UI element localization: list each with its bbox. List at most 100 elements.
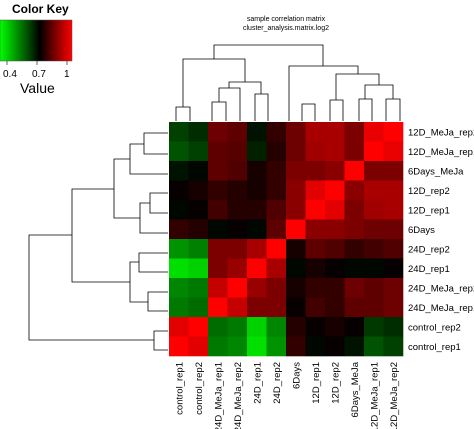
color-key-tick-label: 1 [64, 69, 70, 80]
row-label: 12D_MeJa_rep2 [408, 127, 474, 138]
heatmap-cell [344, 297, 365, 318]
chart-subtitle: cluster_analysis.matrix.log2 [243, 25, 329, 32]
heatmap-cell [344, 317, 365, 337]
heatmap-cell [208, 161, 228, 181]
heatmap-cell [344, 200, 365, 220]
heatmap-cell [383, 258, 404, 279]
heatmap-cell [247, 200, 267, 220]
heatmap-cell [208, 239, 228, 259]
column-label: 24D_rep2 [272, 362, 283, 404]
heatmap-cell [266, 278, 287, 298]
heatmap-cell [383, 122, 404, 142]
heatmap-cell [364, 258, 384, 279]
heatmap-cell [247, 219, 267, 240]
column-label: 24D_rep1 [252, 362, 263, 404]
heatmap-cell [325, 161, 345, 181]
column-label: control_rep2 [194, 362, 205, 415]
heatmap-cell [383, 317, 404, 337]
heatmap-cell [325, 317, 345, 337]
heatmap-cell [325, 141, 345, 162]
heatmap-cell [344, 219, 365, 240]
heatmap-cell [325, 180, 345, 201]
heatmap-cell [305, 317, 326, 337]
heatmap-cell [305, 278, 326, 298]
heatmap-cell [266, 180, 287, 201]
heatmap-cell [227, 122, 248, 142]
heatmap-cell [169, 258, 189, 279]
heatmap-cell [325, 239, 345, 259]
color-key: Color Key 0.4 0.7 1 Value [0, 2, 73, 96]
row-label: 24D_MeJa_rep2 [408, 283, 474, 294]
heatmap-cell [247, 258, 267, 279]
heatmap-cell [383, 200, 404, 220]
heatmap-cell [325, 200, 345, 220]
heatmap-cell [305, 161, 326, 181]
heatmap-cell [188, 180, 209, 201]
column-label: 6Days_MeJa [350, 361, 361, 417]
row-label: 12D_MeJa_rep1 [408, 147, 474, 158]
heatmap-cell [247, 122, 267, 142]
heatmap-cell [266, 317, 287, 337]
heatmap-cell [247, 141, 267, 162]
heatmap-cell [227, 297, 248, 318]
heatmap-cell [188, 317, 209, 337]
heatmap-cell [227, 336, 248, 357]
row-label: control_rep2 [408, 322, 461, 333]
heatmap-cell [208, 141, 228, 162]
heatmap-cell [286, 200, 306, 220]
heatmap-cell [247, 336, 267, 357]
heatmap-cell [305, 219, 326, 240]
heatmap-cell [247, 180, 267, 201]
heatmap-cell [169, 141, 189, 162]
heatmap-cell [169, 297, 189, 318]
heatmap-cell [286, 317, 306, 337]
heatmap-cell [383, 297, 404, 318]
heatmap-cell [227, 161, 248, 181]
heatmap-cell [286, 297, 306, 318]
column-label: 12D_MeJa_rep2 [389, 362, 400, 429]
heatmap-cell [286, 219, 306, 240]
heatmap-cell [208, 200, 228, 220]
heatmap-cell [266, 297, 287, 318]
heatmap-cell [305, 122, 326, 142]
heatmap-cell [266, 219, 287, 240]
column-labels: control_rep1 control_rep2 24D_MeJa_rep1 24D… [174, 361, 400, 429]
heatmap-cell [286, 180, 306, 201]
row-label: 6Days [408, 225, 435, 236]
row-label: 24D_MeJa_rep1 [408, 303, 474, 314]
heatmap-cell [383, 239, 404, 259]
column-dendrogram [175, 44, 401, 121]
heatmap-cell [208, 278, 228, 298]
heatmap-cell [266, 200, 287, 220]
heatmap-cell [305, 336, 326, 357]
heatmap-cell [364, 219, 384, 240]
color-key-tick-label: 0.7 [32, 69, 46, 80]
heatmap-cell [266, 141, 287, 162]
heatmap-cell [325, 278, 345, 298]
heatmap-cell [286, 239, 306, 259]
heatmap-cell [227, 239, 248, 259]
heatmap-cell [247, 161, 267, 181]
heatmap-cell [169, 336, 189, 357]
heatmap-cell [383, 180, 404, 201]
heatmap-cell [344, 180, 365, 201]
row-label: 12D_rep1 [408, 205, 450, 216]
heatmap-cell [364, 278, 384, 298]
heatmap-cell [266, 122, 287, 142]
heatmap-cell [325, 122, 345, 142]
heatmap-cell [208, 122, 228, 142]
heatmap-cell [227, 200, 248, 220]
heatmap-cell [188, 258, 209, 279]
heatmap-cell [266, 336, 287, 357]
heatmap-cell [305, 180, 326, 201]
heatmap-cell [247, 297, 267, 318]
heatmap-cell [344, 239, 365, 259]
row-label: 24D_rep2 [408, 244, 450, 255]
heatmap-cell [383, 219, 404, 240]
heatmap-cell [364, 141, 384, 162]
heatmap-cell [266, 239, 287, 259]
heatmap-cell [169, 239, 189, 259]
heatmap-cell [364, 122, 384, 142]
heatmap-cell [305, 200, 326, 220]
